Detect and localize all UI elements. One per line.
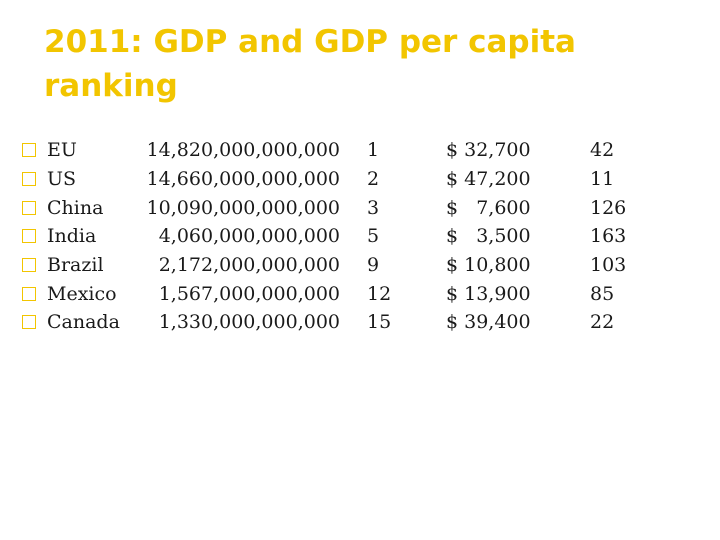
list-item: US 14,660,000,000,000 2 $ 47,200 11 [22, 165, 702, 193]
bullet-icon [22, 229, 36, 243]
per-capita-rank: 103 [590, 254, 627, 276]
slide-title: 2011: GDP and GDP per capita ranking [44, 24, 576, 104]
bullet-icon [22, 172, 36, 186]
gdp-per-capita: $ 39,400 [446, 311, 531, 333]
gdp-value: 2,172,000,000,000 [158, 254, 340, 276]
gdp-value: 14,820,000,000,000 [146, 139, 340, 161]
per-capita-rank: 42 [590, 139, 615, 161]
gdp-per-capita: $ 7,600 [446, 197, 531, 219]
gdp-per-capita: $ 10,800 [446, 254, 531, 276]
country-name: Canada [47, 311, 120, 333]
list-item: China 10,090,000,000,000 3 $ 7,600 126 [22, 194, 702, 222]
gdp-value: 10,090,000,000,000 [146, 197, 340, 219]
bullet-icon [22, 143, 36, 157]
gdp-rank: 1 [367, 139, 380, 161]
gdp-value: 4,060,000,000,000 [158, 225, 340, 247]
gdp-rank: 2 [367, 168, 380, 190]
country-name: US [47, 168, 77, 190]
bullet-icon [22, 258, 36, 272]
bullet-icon [22, 201, 36, 215]
per-capita-rank: 163 [590, 225, 627, 247]
per-capita-rank: 11 [590, 168, 615, 190]
country-name: EU [47, 139, 77, 161]
list-item: Canada 1,330,000,000,000 15 $ 39,400 22 [22, 308, 702, 336]
gdp-value: 1,330,000,000,000 [158, 311, 340, 333]
gdp-per-capita: $ 3,500 [446, 225, 531, 247]
bullet-icon [22, 315, 36, 329]
gdp-value: 14,660,000,000,000 [146, 168, 340, 190]
gdp-rank: 3 [367, 197, 380, 219]
per-capita-rank: 85 [590, 283, 615, 305]
gdp-per-capita: $ 32,700 [446, 139, 531, 161]
per-capita-rank: 22 [590, 311, 615, 333]
per-capita-rank: 126 [590, 197, 627, 219]
gdp-per-capita: $ 47,200 [446, 168, 531, 190]
country-name: Mexico [47, 283, 117, 305]
gdp-rank: 5 [367, 225, 380, 247]
list-item: Mexico 1,567,000,000,000 12 $ 13,900 85 [22, 280, 702, 308]
list-item: Brazil 2,172,000,000,000 9 $ 10,800 103 [22, 251, 702, 279]
country-name: India [47, 225, 97, 247]
list-item: India 4,060,000,000,000 5 $ 3,500 163 [22, 222, 702, 250]
country-name: China [47, 197, 104, 219]
gdp-rank: 15 [367, 311, 392, 333]
bullet-icon [22, 287, 36, 301]
gdp-rank: 9 [367, 254, 380, 276]
gdp-per-capita: $ 13,900 [446, 283, 531, 305]
gdp-rank: 12 [367, 283, 392, 305]
country-name: Brazil [47, 254, 104, 276]
gdp-value: 1,567,000,000,000 [158, 283, 340, 305]
list-item: EU 14,820,000,000,000 1 $ 32,700 42 [22, 136, 702, 164]
